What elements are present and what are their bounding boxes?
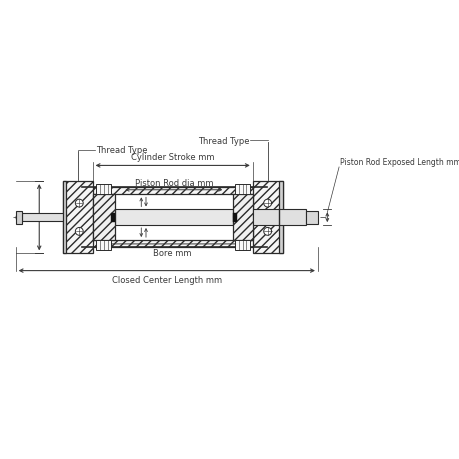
Bar [92,195,114,241]
Bar [82,241,266,247]
Text: Piston Rod dia mm: Piston Rod dia mm [134,178,213,187]
Circle shape [263,200,271,207]
Bar [22,214,66,222]
Bar [111,213,114,218]
Bar [233,195,252,241]
Bar [234,185,250,195]
Circle shape [75,228,83,236]
Bar [233,218,236,223]
Bar [252,210,305,225]
Bar [95,185,111,195]
Text: Thread Type: Thread Type [198,136,249,146]
Text: Closed Center Length mm: Closed Center Length mm [112,275,221,284]
Bar [305,212,317,224]
Bar [279,182,282,254]
Bar [63,182,92,254]
Circle shape [75,200,83,207]
Bar [63,182,66,254]
Bar [233,213,236,218]
Text: Thread Type: Thread Type [95,146,147,155]
Bar [82,195,266,241]
Bar [111,218,114,223]
Bar [234,241,250,251]
Text: Bore mm: Bore mm [153,248,191,257]
Bar [16,212,22,224]
Text: Piston Rod Exposed Length mm: Piston Rod Exposed Length mm [339,158,459,167]
Bar [252,182,282,254]
Bar [114,210,233,225]
Text: Cylinder Stroke mm: Cylinder Stroke mm [131,153,214,162]
Circle shape [263,228,271,236]
Text: O/D: O/D [15,213,31,222]
Bar [82,188,266,195]
Bar [95,241,111,251]
